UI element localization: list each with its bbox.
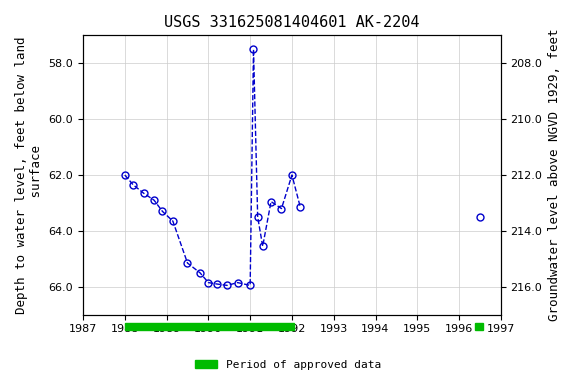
Legend: Period of approved data: Period of approved data	[191, 356, 385, 375]
Y-axis label: Groundwater level above NGVD 1929, feet: Groundwater level above NGVD 1929, feet	[548, 29, 561, 321]
Bar	[125, 323, 294, 330]
Bar	[475, 323, 483, 330]
Y-axis label: Depth to water level, feet below land
 surface: Depth to water level, feet below land su…	[15, 36, 43, 314]
Title: USGS 331625081404601 AK-2204: USGS 331625081404601 AK-2204	[164, 15, 420, 30]
